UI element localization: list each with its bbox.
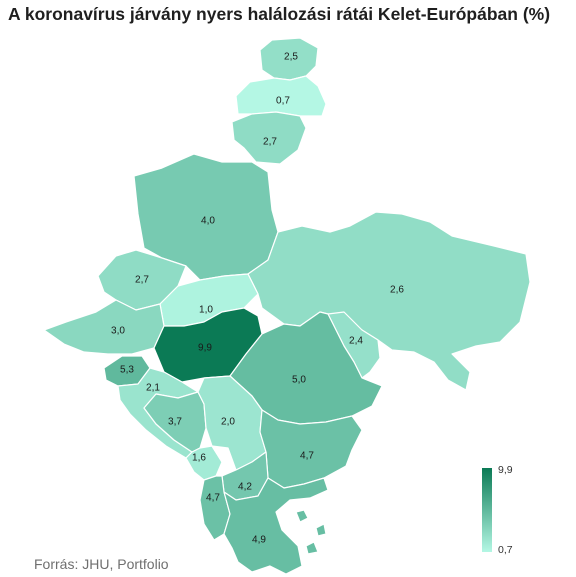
label-poland: 4,0 (201, 216, 215, 227)
region-estonia[interactable] (259, 37, 319, 81)
label-bosnia: 3,7 (168, 417, 182, 428)
region-greece-islands (295, 509, 327, 555)
label-montenegro: 1,6 (192, 453, 206, 464)
label-estonia: 2,5 (284, 52, 298, 63)
legend-min-label: 0,7 (498, 544, 513, 556)
label-hungary: 9,9 (198, 343, 212, 354)
label-serbia: 2,0 (221, 417, 235, 428)
region-greece[interactable] (223, 477, 329, 575)
label-austria: 3,0 (111, 326, 125, 337)
region-hungary[interactable] (153, 307, 263, 383)
label-latvia: 0,7 (276, 96, 290, 107)
label-slovakia: 1,0 (199, 305, 213, 316)
label-croatia: 2,1 (146, 383, 160, 394)
label-bulgaria: 4,7 (300, 451, 314, 462)
label-czechia: 2,7 (135, 275, 149, 286)
label-albania: 4,7 (206, 493, 220, 504)
region-lithuania[interactable] (231, 111, 307, 165)
legend-gradient-bar (482, 468, 492, 552)
label-north-macedonia: 4,2 (238, 482, 252, 493)
label-moldova: 2,4 (349, 336, 363, 347)
legend-max-label: 9,9 (498, 464, 513, 476)
label-romania: 5,0 (292, 375, 306, 386)
label-ukraine: 2,6 (390, 285, 404, 296)
label-greece: 4,9 (252, 535, 266, 546)
source-note: Forrás: JHU, Portfolio (34, 556, 169, 572)
region-austria[interactable] (43, 299, 165, 355)
map-title: A koronavírus járvány nyers halálozási r… (8, 4, 551, 24)
label-slovenia: 5,3 (120, 365, 134, 376)
label-lithuania: 2,7 (263, 137, 277, 148)
